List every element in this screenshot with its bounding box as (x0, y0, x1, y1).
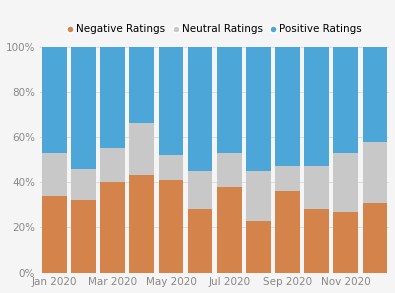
Bar (42, 196, 67, 272)
Bar (304, 209, 329, 272)
Bar (246, 221, 271, 272)
Bar (217, 47, 242, 153)
Bar (100, 47, 125, 148)
Bar (275, 166, 300, 191)
Bar (304, 47, 329, 166)
Bar (100, 182, 125, 272)
Bar (333, 153, 358, 212)
Bar (188, 47, 213, 171)
Bar (188, 209, 213, 272)
Bar (333, 47, 358, 153)
Bar (217, 153, 242, 187)
Bar (363, 47, 387, 142)
Bar (363, 142, 387, 202)
Bar (188, 171, 213, 209)
Bar (159, 180, 183, 272)
Bar (130, 123, 154, 176)
Bar (130, 176, 154, 272)
Bar (71, 169, 96, 200)
Bar (275, 47, 300, 166)
Bar (159, 155, 183, 180)
Bar (42, 153, 67, 196)
Bar (71, 47, 96, 169)
Bar (246, 171, 271, 221)
Bar (71, 200, 96, 272)
Bar (217, 187, 242, 272)
Bar (275, 191, 300, 272)
Bar (363, 202, 387, 272)
Bar (130, 47, 154, 123)
Bar (159, 47, 183, 155)
Bar (100, 148, 125, 182)
Bar (333, 212, 358, 272)
Bar (246, 47, 271, 171)
Bar (42, 47, 67, 153)
Bar (304, 166, 329, 209)
Legend: Negative Ratings, Neutral Ratings, Positive Ratings: Negative Ratings, Neutral Ratings, Posit… (63, 20, 366, 38)
